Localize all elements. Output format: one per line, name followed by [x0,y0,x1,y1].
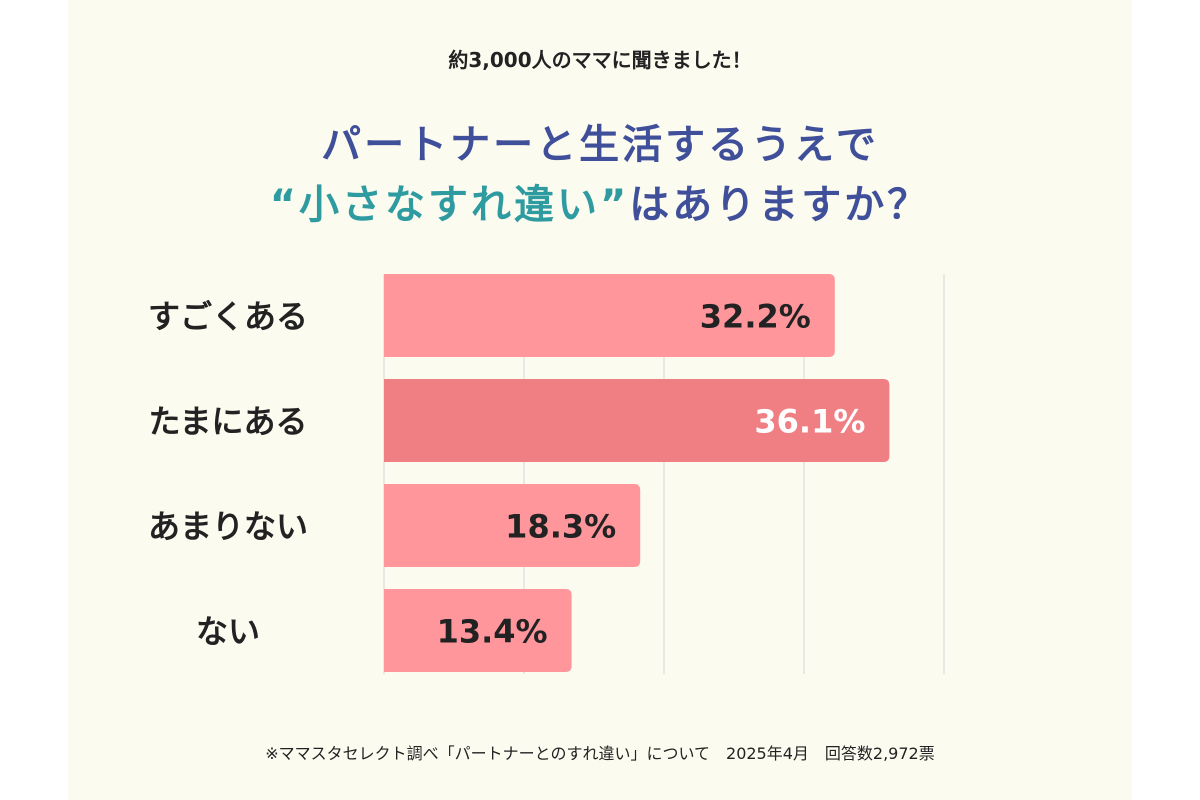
title-line-2: “小さなすれ違い”はありますか？ [0,172,1200,230]
title-line-1-text: パートナーと生活するうえで [321,122,879,168]
bar [384,589,572,672]
survey-subtitle: 約3,000人のママに聞きました！ [448,48,752,72]
bar [384,379,890,462]
bar [384,484,641,567]
value-label: 13.4% [437,613,548,651]
title-line-2-text: はありますか？ [629,182,931,228]
title-highlight-text: “小さなすれ違い” [269,182,630,228]
category-label: たまにある [148,403,307,441]
category-label: あまりない [148,508,308,546]
value-label: 32.2% [700,298,811,336]
title-line-1: パートナーと生活するうえで [0,112,1200,170]
source-footnote: ※ママスタセレクト調べ「パートナーとのすれ違い」について 2025年4月 回答数… [265,744,935,763]
category-label: ない [196,613,260,651]
bar [384,274,835,357]
value-label: 18.3% [505,508,616,546]
value-label: 36.1% [754,403,865,441]
category-label: すごくある [148,298,308,336]
